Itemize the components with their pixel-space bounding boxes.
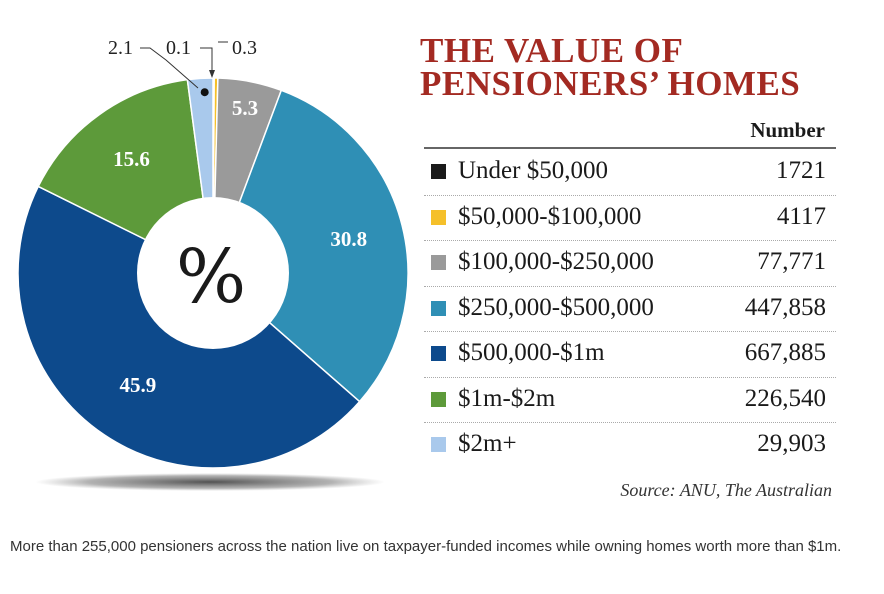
chart-title: THE VALUE OF PENSIONERS’ HOMES <box>420 31 860 103</box>
legend-number: 77,771 <box>757 248 826 275</box>
external-label-50k-100k: 0.3 <box>232 37 257 59</box>
legend-swatch <box>431 391 446 407</box>
legend-label: $250,000-$500,000 <box>458 293 654 321</box>
external-label-2m-plus: 2.1 <box>108 37 133 59</box>
chart-title-line-2: PENSIONERS’ HOMES <box>420 64 801 103</box>
legend-label: $500,000-$1m <box>458 339 605 366</box>
legend-row-500k-1m: $500,000-$1m 667,885 <box>424 332 836 378</box>
legend-label: $50,000-$100,000 <box>458 202 642 230</box>
chart-title-line-1: THE VALUE OF <box>420 31 684 70</box>
slice-250k-500k <box>212 89 409 403</box>
legend-number: 447,858 <box>744 293 826 321</box>
small-slice-marker <box>200 88 209 97</box>
donut-hole <box>137 197 289 349</box>
leader-line-under-50k <box>200 47 213 74</box>
header-divider <box>424 147 836 149</box>
legend-label: $2m+ <box>458 430 517 457</box>
slice-label-250k-500k: 30.8 <box>330 227 367 251</box>
legend-number: 29,903 <box>757 430 826 457</box>
legend-table: Under $50,000 1721 $50,000-$100,000 4117… <box>424 150 836 469</box>
leader-arrow-icon <box>209 70 215 78</box>
legend-number: 667,885 <box>744 339 826 366</box>
legend-row-100k-250k: $100,000-$250,000 77,771 <box>424 241 836 287</box>
legend-number: 1721 <box>776 157 826 184</box>
external-label-under-50k: 0.1 <box>166 37 191 59</box>
leader-line-2m-plus <box>140 47 199 89</box>
chart-shadow <box>35 473 385 491</box>
legend-label: $100,000-$250,000 <box>458 248 654 275</box>
legend-row-under-50k: Under $50,000 1721 <box>424 150 836 196</box>
legend-number: 4117 <box>776 202 826 230</box>
donut-chart: % 5.3 30.8 45.9 15.6 2.1 0.1 0.3 <box>17 37 409 491</box>
number-column-header: Number <box>750 118 825 142</box>
slice-label-100k-250k: 5.3 <box>232 96 258 120</box>
legend-swatch <box>431 300 446 316</box>
legend-swatch <box>431 255 446 270</box>
slice-label-500k-1m: 45.9 <box>120 373 157 397</box>
legend-number: 226,540 <box>744 384 826 412</box>
legend-row-250k-500k: $250,000-$500,000 447,858 <box>424 287 836 332</box>
legend-label: $1m-$2m <box>458 384 556 412</box>
center-percent-symbol: % <box>176 234 246 320</box>
legend-swatch <box>431 164 446 179</box>
source-note: Source: ANU, The Australian <box>620 480 832 500</box>
legend-swatch <box>431 346 446 361</box>
slice-label-1m-2m: 15.6 <box>113 147 150 171</box>
legend-row-2m-plus: $2m+ 29,903 <box>424 423 836 469</box>
legend-label: Under $50,000 <box>458 157 608 184</box>
image-caption: More than 255,000 pensioners across the … <box>10 538 842 555</box>
legend-row-50k-100k: $50,000-$100,000 4117 <box>424 196 836 241</box>
legend-swatch <box>431 437 446 452</box>
legend-row-1m-2m: $1m-$2m 226,540 <box>424 378 836 423</box>
legend-swatch <box>431 209 446 225</box>
